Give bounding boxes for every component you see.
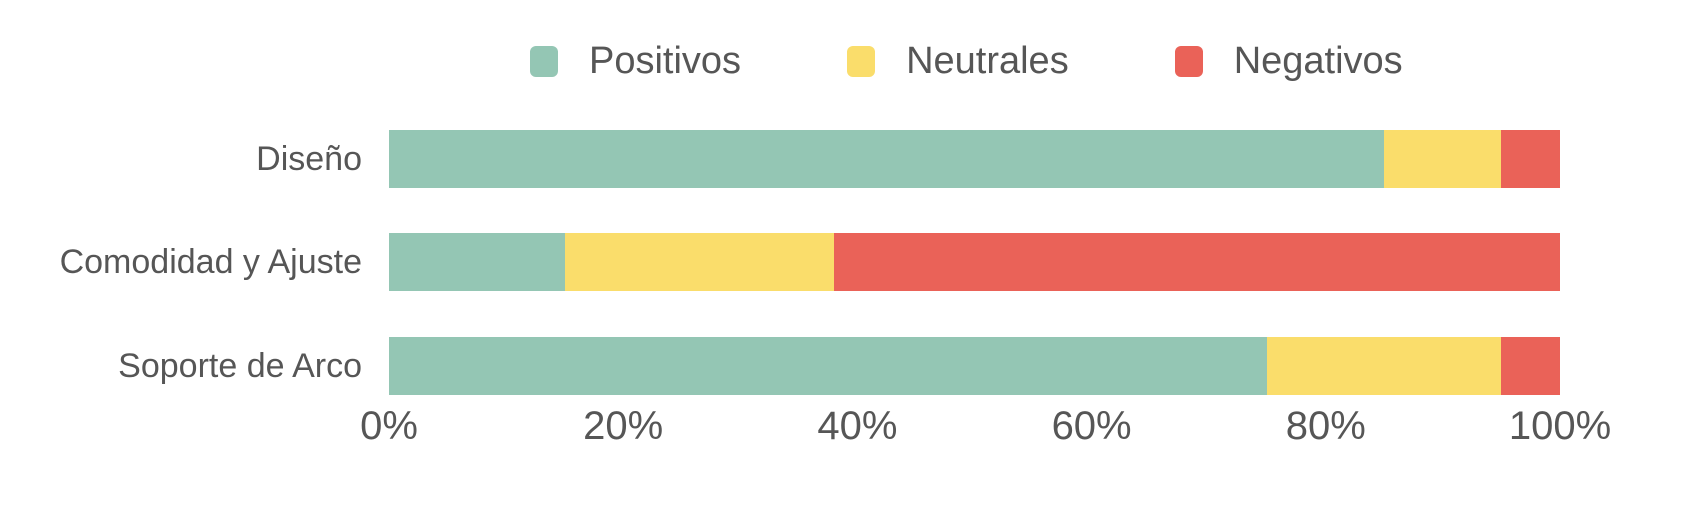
legend-item-positivos: Positivos xyxy=(530,42,741,80)
bar-segment-negativos-soporte-de-arco xyxy=(1501,337,1560,395)
legend-swatch-neutrales-icon xyxy=(847,45,876,77)
x-tick-label-100: 100% xyxy=(1508,404,1612,448)
legend-label-negativos: Negativos xyxy=(1233,40,1403,82)
x-tick-label-20: 20% xyxy=(583,404,664,448)
stacked-bar-diseno xyxy=(389,130,1560,188)
legend-item-neutrales: Neutrales xyxy=(847,42,1069,80)
bar-row-soporte-de-arco: Soporte de Arco xyxy=(0,337,1694,395)
bar-segment-neutrales-diseno xyxy=(1384,130,1502,188)
legend-swatch-positivos-icon xyxy=(530,45,558,77)
x-tick-label-0: 0% xyxy=(360,404,418,448)
legend-swatch-negativos-icon xyxy=(1174,45,1203,77)
bar-segment-neutrales-comodidad-y-ajuste xyxy=(564,233,834,291)
bar-row-diseno: Diseño xyxy=(0,130,1694,188)
chart-legend: Positivos Neutrales Negativos xyxy=(530,42,1403,80)
bar-row-comodidad-y-ajuste: Comodidad y Ajuste xyxy=(0,233,1694,291)
x-axis: 0% 20% 40% 60% 80% 100% xyxy=(0,406,1694,456)
bar-segment-negativos-diseno xyxy=(1501,130,1560,188)
category-label-soporte-de-arco: Soporte de Arco xyxy=(118,347,362,385)
bar-segment-neutrales-soporte-de-arco xyxy=(1267,337,1502,395)
category-label-diseno: Diseño xyxy=(256,140,362,178)
x-tick-label-40: 40% xyxy=(817,404,898,448)
category-label-comodidad-y-ajuste: Comodidad y Ajuste xyxy=(59,243,362,281)
bar-segment-positivos-diseno xyxy=(389,130,1385,188)
bar-segment-positivos-soporte-de-arco xyxy=(389,337,1268,395)
bar-segment-positivos-comodidad-y-ajuste xyxy=(389,233,565,291)
stacked-bar-comodidad-y-ajuste xyxy=(389,233,1560,291)
x-tick-label-60: 60% xyxy=(1051,404,1132,448)
stacked-bar-soporte-de-arco xyxy=(389,337,1560,395)
x-tick-label-80: 80% xyxy=(1285,404,1366,448)
bar-segment-negativos-comodidad-y-ajuste xyxy=(833,233,1560,291)
legend-label-neutrales: Neutrales xyxy=(906,40,1069,82)
legend-label-positivos: Positivos xyxy=(589,40,742,82)
legend-item-negativos: Negativos xyxy=(1174,40,1403,82)
